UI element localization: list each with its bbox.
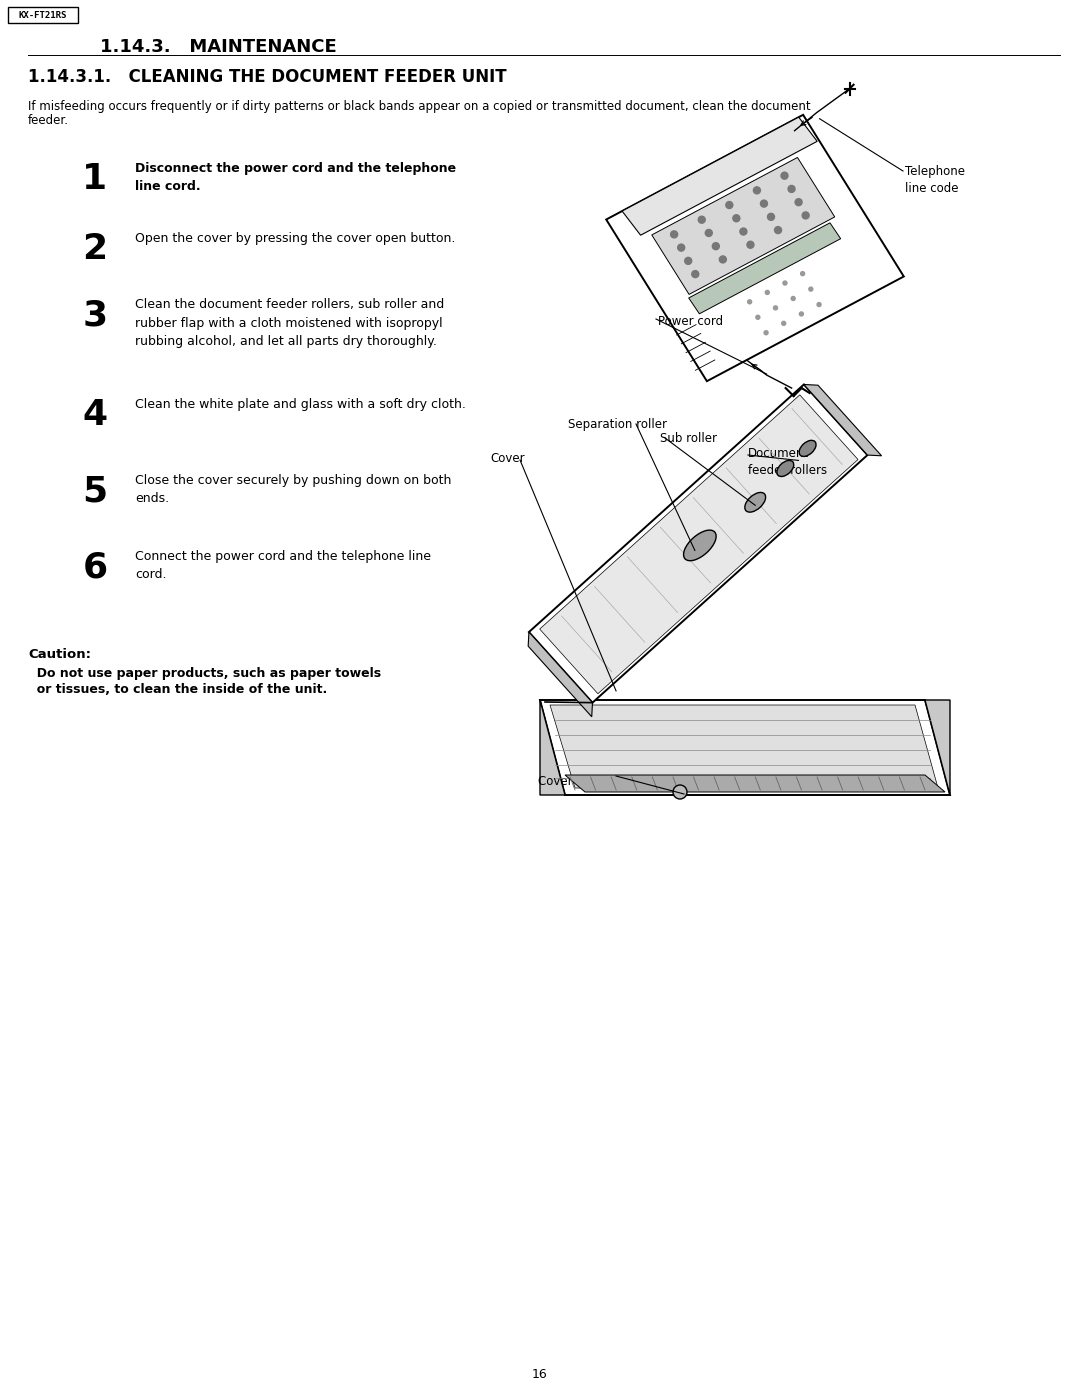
Circle shape [719, 256, 727, 263]
Text: If misfeeding occurs frequently or if dirty patterns or black bands appear on a : If misfeeding occurs frequently or if di… [28, 101, 811, 113]
Text: Connect the power cord and the telephone line
cord.: Connect the power cord and the telephone… [135, 550, 431, 581]
Circle shape [677, 244, 685, 251]
Circle shape [764, 331, 768, 335]
Polygon shape [540, 700, 950, 795]
Text: 16: 16 [532, 1369, 548, 1382]
Circle shape [756, 316, 760, 320]
Circle shape [766, 291, 769, 295]
Text: Close the cover securely by pushing down on both
ends.: Close the cover securely by pushing down… [135, 474, 451, 506]
Circle shape [685, 257, 691, 264]
Polygon shape [606, 115, 904, 381]
Polygon shape [540, 700, 565, 795]
Ellipse shape [684, 529, 716, 560]
Polygon shape [689, 224, 840, 314]
Polygon shape [804, 384, 881, 455]
Ellipse shape [745, 492, 766, 513]
Circle shape [671, 231, 677, 237]
Text: feeder.: feeder. [28, 115, 69, 127]
Text: 6: 6 [82, 550, 108, 584]
Circle shape [795, 198, 802, 205]
Polygon shape [652, 158, 835, 295]
Circle shape [760, 200, 768, 207]
Text: KX-FT21RS: KX-FT21RS [18, 11, 67, 21]
Circle shape [747, 300, 752, 303]
Circle shape [783, 281, 787, 285]
Circle shape [733, 215, 740, 222]
Text: Disconnect the power cord and the telephone
line cord.: Disconnect the power cord and the teleph… [135, 162, 456, 194]
Circle shape [809, 288, 813, 291]
Circle shape [773, 306, 778, 310]
Circle shape [713, 243, 719, 250]
Text: Do not use paper products, such as paper towels: Do not use paper products, such as paper… [28, 666, 381, 680]
Circle shape [699, 217, 705, 224]
Text: Clean the document feeder rollers, sub roller and
rubber flap with a cloth moist: Clean the document feeder rollers, sub r… [135, 298, 444, 348]
Text: 3: 3 [82, 298, 108, 332]
Text: Power cord: Power cord [658, 314, 724, 328]
Circle shape [792, 296, 795, 300]
Circle shape [782, 321, 786, 326]
Text: or tissues, to clean the inside of the unit.: or tissues, to clean the inside of the u… [28, 683, 327, 696]
Circle shape [800, 271, 805, 275]
Circle shape [799, 312, 804, 316]
Circle shape [768, 214, 774, 221]
Circle shape [788, 186, 795, 193]
Polygon shape [924, 700, 950, 795]
Text: 1.14.3.   MAINTENANCE: 1.14.3. MAINTENANCE [100, 38, 337, 56]
Circle shape [781, 172, 788, 179]
Polygon shape [622, 117, 818, 235]
Text: Clean the white plate and glass with a soft dry cloth.: Clean the white plate and glass with a s… [135, 398, 465, 411]
Polygon shape [540, 395, 858, 694]
Text: 1: 1 [82, 162, 108, 196]
Text: Separation roller: Separation roller [568, 418, 667, 432]
Circle shape [774, 226, 782, 233]
Ellipse shape [799, 440, 816, 457]
Circle shape [705, 229, 713, 236]
Text: 1.14.3.1.   CLEANING THE DOCUMENT FEEDER UNIT: 1.14.3.1. CLEANING THE DOCUMENT FEEDER U… [28, 68, 507, 87]
Text: 2: 2 [82, 232, 108, 265]
Circle shape [754, 187, 760, 194]
Polygon shape [550, 705, 939, 788]
Ellipse shape [777, 461, 794, 476]
Text: Document
feeder rollers: Document feeder rollers [748, 447, 827, 476]
Text: Caution:: Caution: [28, 648, 91, 661]
Circle shape [740, 228, 747, 235]
Polygon shape [529, 384, 867, 703]
Text: Telephone
line code: Telephone line code [905, 165, 966, 196]
Text: Cover: Cover [490, 453, 525, 465]
Polygon shape [528, 631, 593, 717]
Text: 4: 4 [82, 398, 108, 432]
Circle shape [673, 785, 687, 799]
Circle shape [802, 212, 809, 219]
Circle shape [692, 271, 699, 278]
Text: 5: 5 [82, 474, 108, 509]
Text: Cover open button: Cover open button [538, 775, 649, 788]
Polygon shape [565, 775, 945, 792]
FancyBboxPatch shape [8, 7, 78, 22]
Text: Sub roller: Sub roller [660, 432, 717, 446]
Text: Open the cover by pressing the cover open button.: Open the cover by pressing the cover ope… [135, 232, 456, 244]
Circle shape [726, 201, 733, 208]
Circle shape [747, 242, 754, 249]
Circle shape [818, 303, 821, 306]
